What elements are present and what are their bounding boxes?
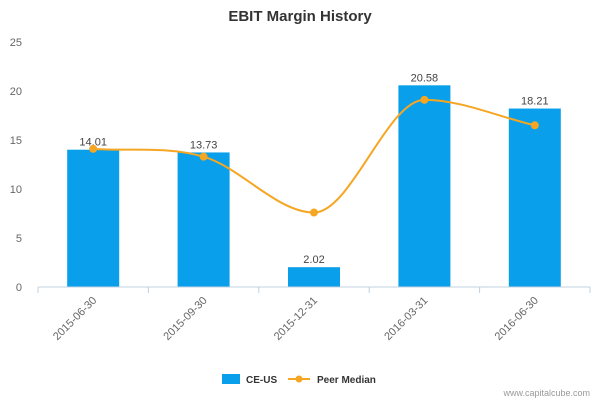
- bar: [398, 85, 451, 287]
- x-tick-label: 2016-06-30: [493, 295, 541, 343]
- legend-swatch-ce-us: [222, 374, 240, 384]
- x-axis: 2015-06-30 2015-09-30 2015-12-31 2016-03-31…: [37, 287, 591, 343]
- legend: CE-US Peer Median: [222, 374, 376, 386]
- bar-data-label: 14.01: [79, 137, 107, 149]
- peer-median-point: [199, 152, 208, 161]
- legend-swatch-peer-median-marker: [295, 375, 303, 383]
- bar: [177, 152, 230, 287]
- bar-data-label: 20.58: [411, 72, 439, 84]
- bar-series: [67, 85, 561, 288]
- bar-data-labels: 14.01 13.73 2.02 20.58 18.21: [79, 72, 548, 266]
- x-tick-label: 2015-12-31: [272, 295, 320, 343]
- x-tick-label: 2015-06-30: [51, 295, 99, 343]
- peer-median-point: [530, 121, 539, 130]
- credit-text: www.capitalcube.com: [502, 388, 590, 398]
- peer-median-line: [93, 98, 536, 214]
- y-tick-label: 0: [16, 282, 22, 294]
- x-tick-label: 2016-03-31: [382, 295, 430, 343]
- x-tick-label: 2015-09-30: [161, 295, 209, 343]
- peer-median-point: [89, 144, 98, 153]
- bar-data-label: 2.02: [303, 254, 324, 266]
- bar-data-label: 13.73: [190, 139, 218, 151]
- y-tick-label: 10: [10, 184, 22, 196]
- peer-median-point: [420, 95, 429, 104]
- legend-label-peer-median: Peer Median: [317, 375, 376, 386]
- bar-data-label: 18.21: [521, 96, 549, 108]
- peer-median-point: [310, 208, 318, 217]
- line-series: [89, 95, 539, 217]
- y-tick-label: 5: [16, 233, 22, 245]
- bar: [67, 149, 120, 287]
- chart-title: EBIT Margin History: [228, 8, 372, 25]
- bar: [508, 108, 561, 288]
- y-axis: 0 5 10 15 20 25: [10, 37, 22, 294]
- bar: [288, 267, 340, 287]
- legend-label-ce-us: CE-US: [246, 375, 277, 386]
- y-tick-label: 15: [10, 135, 22, 147]
- y-tick-label: 20: [10, 86, 22, 98]
- y-tick-label: 25: [10, 37, 22, 49]
